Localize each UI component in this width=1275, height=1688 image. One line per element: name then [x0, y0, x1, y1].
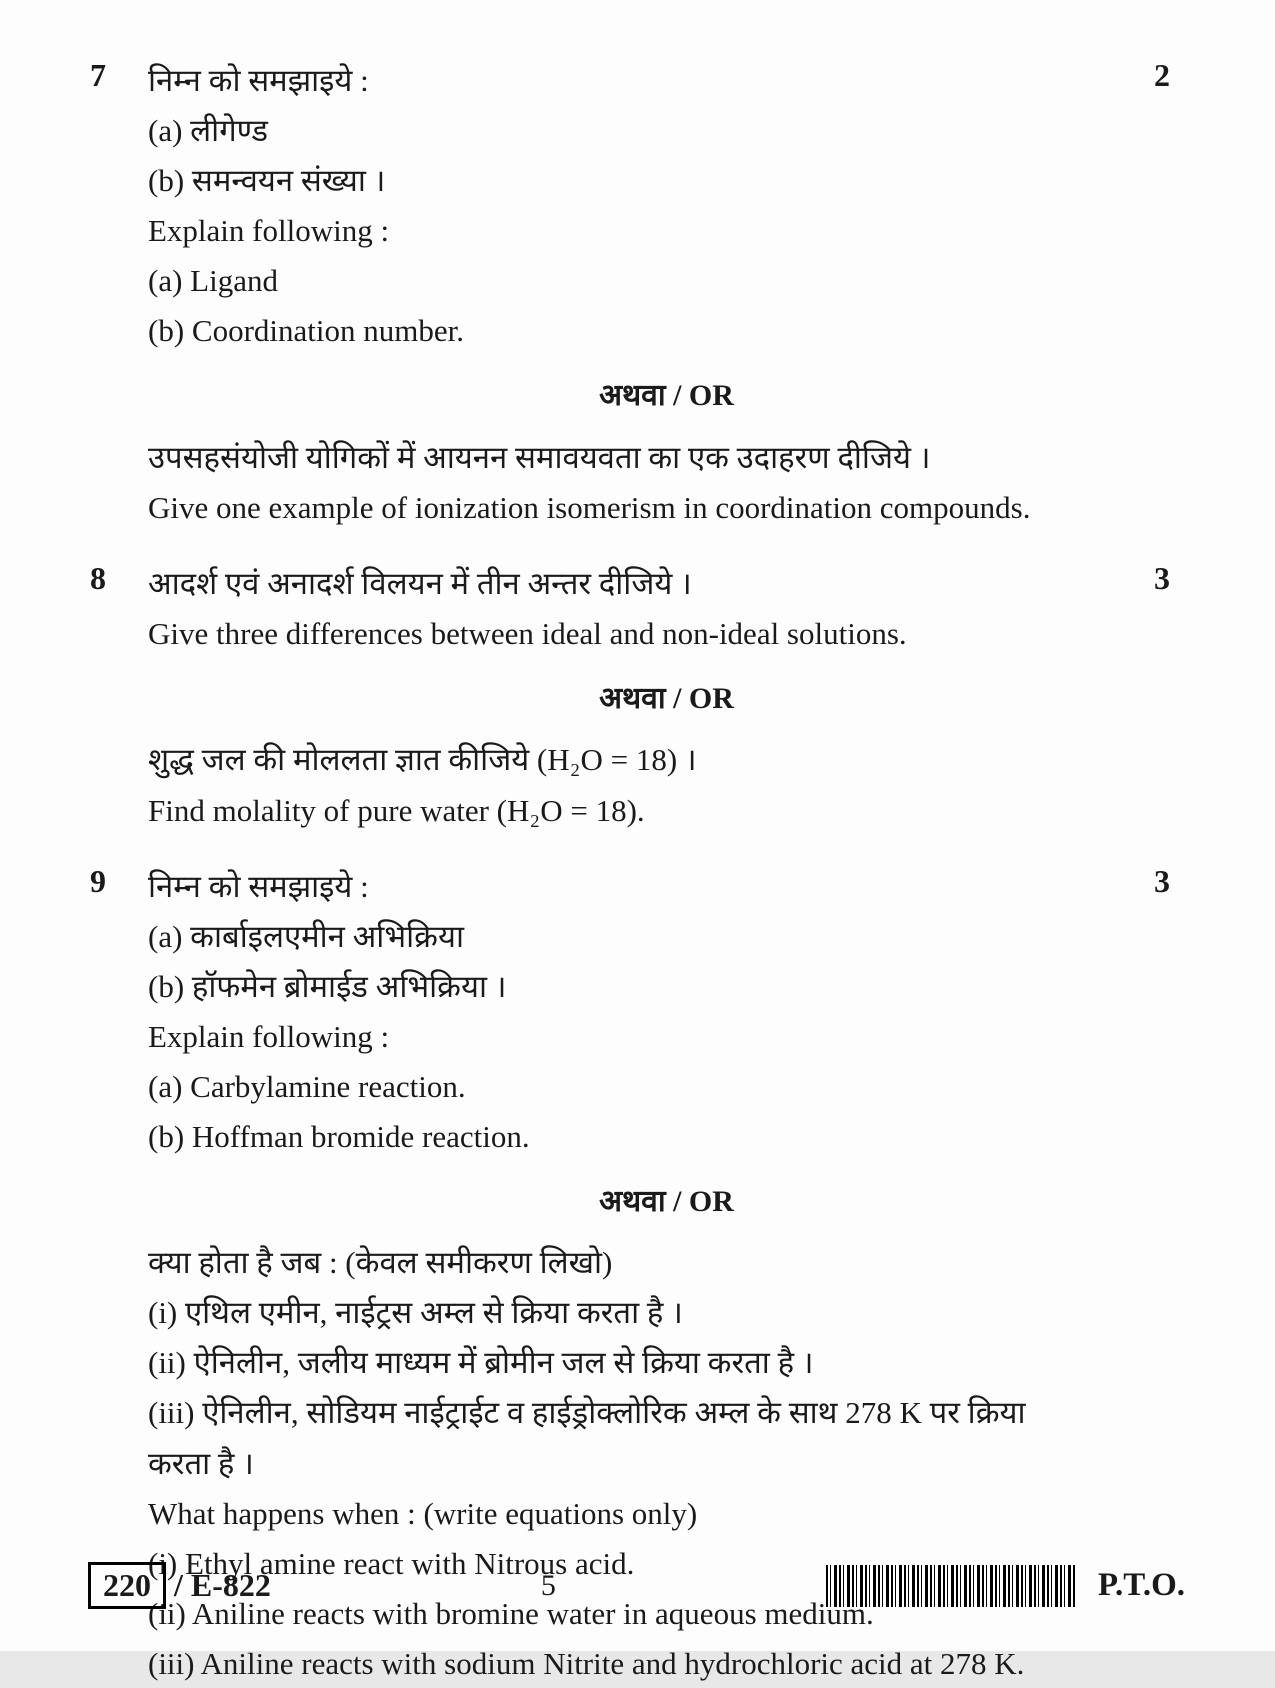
- footer-left: 220 / E-822: [88, 1562, 271, 1609]
- paper-code: / E-822: [174, 1567, 271, 1604]
- exam-page: 7 2 निम्न को समझाइये : (a) लीगेण्ड (b) स…: [0, 0, 1275, 1651]
- alt-en: Find molality of pure water (H₂O = 18).: [148, 787, 1185, 835]
- question-number: 8: [90, 560, 106, 597]
- en-subitem-b: (b) Hoffman bromide reaction.: [148, 1113, 1185, 1161]
- hi-intro: आदर्श एवं अनादर्श विलयन में तीन अन्तर दी…: [148, 560, 1185, 608]
- question-marks: 3: [1154, 560, 1170, 597]
- en-intro: Explain following :: [148, 1013, 1185, 1061]
- en-subitem-b: (b) Coordination number.: [148, 307, 1185, 355]
- alt-hi-i: (i) एथिल एमीन, नाईट्रस अम्ल से क्रिया कर…: [148, 1289, 1185, 1337]
- hi-subitem-b: (b) समन्वयन संख्या ।: [148, 157, 1185, 205]
- or-divider: अथवा / OR: [148, 676, 1185, 723]
- question-8: 8 3 आदर्श एवं अनादर्श विलयन में तीन अन्त…: [90, 560, 1185, 835]
- hi-intro: निम्न को समझाइये :: [148, 57, 1185, 105]
- alt-hi-head: क्या होता है जब : (केवल समीकरण लिखो): [148, 1239, 1185, 1287]
- subject-code-box: 220: [88, 1562, 166, 1609]
- alt-en-head: What happens when : (write equations onl…: [148, 1490, 1185, 1538]
- hi-intro: निम्न को समझाइये :: [148, 863, 1185, 911]
- alt-hi: उपसहसंयोजी योगिकों में आयनन समावयवता का …: [148, 434, 1185, 482]
- alt-en: Give one example of ionization isomerism…: [148, 484, 1185, 532]
- question-7: 7 2 निम्न को समझाइये : (a) लीगेण्ड (b) स…: [90, 57, 1185, 532]
- pto-label: P.T.O.: [1098, 1567, 1185, 1604]
- alt-hi-ii: (ii) ऐनिलीन, जलीय माध्यम में ब्रोमीन जल …: [148, 1339, 1185, 1387]
- or-divider: अथवा / OR: [148, 373, 1185, 420]
- hi-subitem-a: (a) कार्बाइलएमीन अभिक्रिया: [148, 913, 1185, 961]
- hi-subitem-a: (a) लीगेण्ड: [148, 107, 1185, 155]
- en-subitem-a: (a) Carbylamine reaction.: [148, 1063, 1185, 1111]
- alt-hi: शुद्ध जल की मोललता ज्ञात कीजिये (H₂O = 1…: [148, 736, 1185, 784]
- hi-subitem-b: (b) हॉफमेन ब्रोमाईड अभिक्रिया ।: [148, 963, 1185, 1011]
- question-marks: 3: [1154, 863, 1170, 900]
- alt-en-iii: (iii) Aniline reacts with sodium Nitrite…: [148, 1640, 1185, 1688]
- page-number: 5: [541, 1569, 556, 1603]
- page-footer: 220 / E-822 5 P.T.O.: [88, 1562, 1185, 1609]
- barcode-icon: [826, 1565, 1076, 1607]
- en-subitem-a: (a) Ligand: [148, 257, 1185, 305]
- question-body: आदर्श एवं अनादर्श विलयन में तीन अन्तर दी…: [148, 560, 1185, 835]
- question-number: 9: [90, 863, 106, 900]
- question-number: 7: [90, 57, 106, 94]
- question-marks: 2: [1154, 57, 1170, 94]
- alt-hi-iii-b: करता है ।: [148, 1440, 1185, 1488]
- or-divider: अथवा / OR: [148, 1179, 1185, 1226]
- en-intro: Give three differences between ideal and…: [148, 610, 1185, 658]
- alt-hi-iii-a: (iii) ऐनिलीन, सोडियम नाईट्राईट व हाईड्रो…: [148, 1389, 1185, 1437]
- question-body: निम्न को समझाइये : (a) लीगेण्ड (b) समन्व…: [148, 57, 1185, 532]
- en-intro: Explain following :: [148, 207, 1185, 255]
- footer-right: P.T.O.: [826, 1565, 1185, 1607]
